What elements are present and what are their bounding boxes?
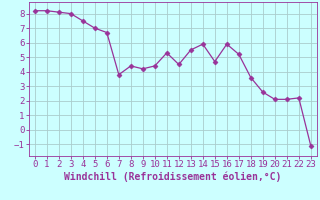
X-axis label: Windchill (Refroidissement éolien,°C): Windchill (Refroidissement éolien,°C) bbox=[64, 172, 282, 182]
